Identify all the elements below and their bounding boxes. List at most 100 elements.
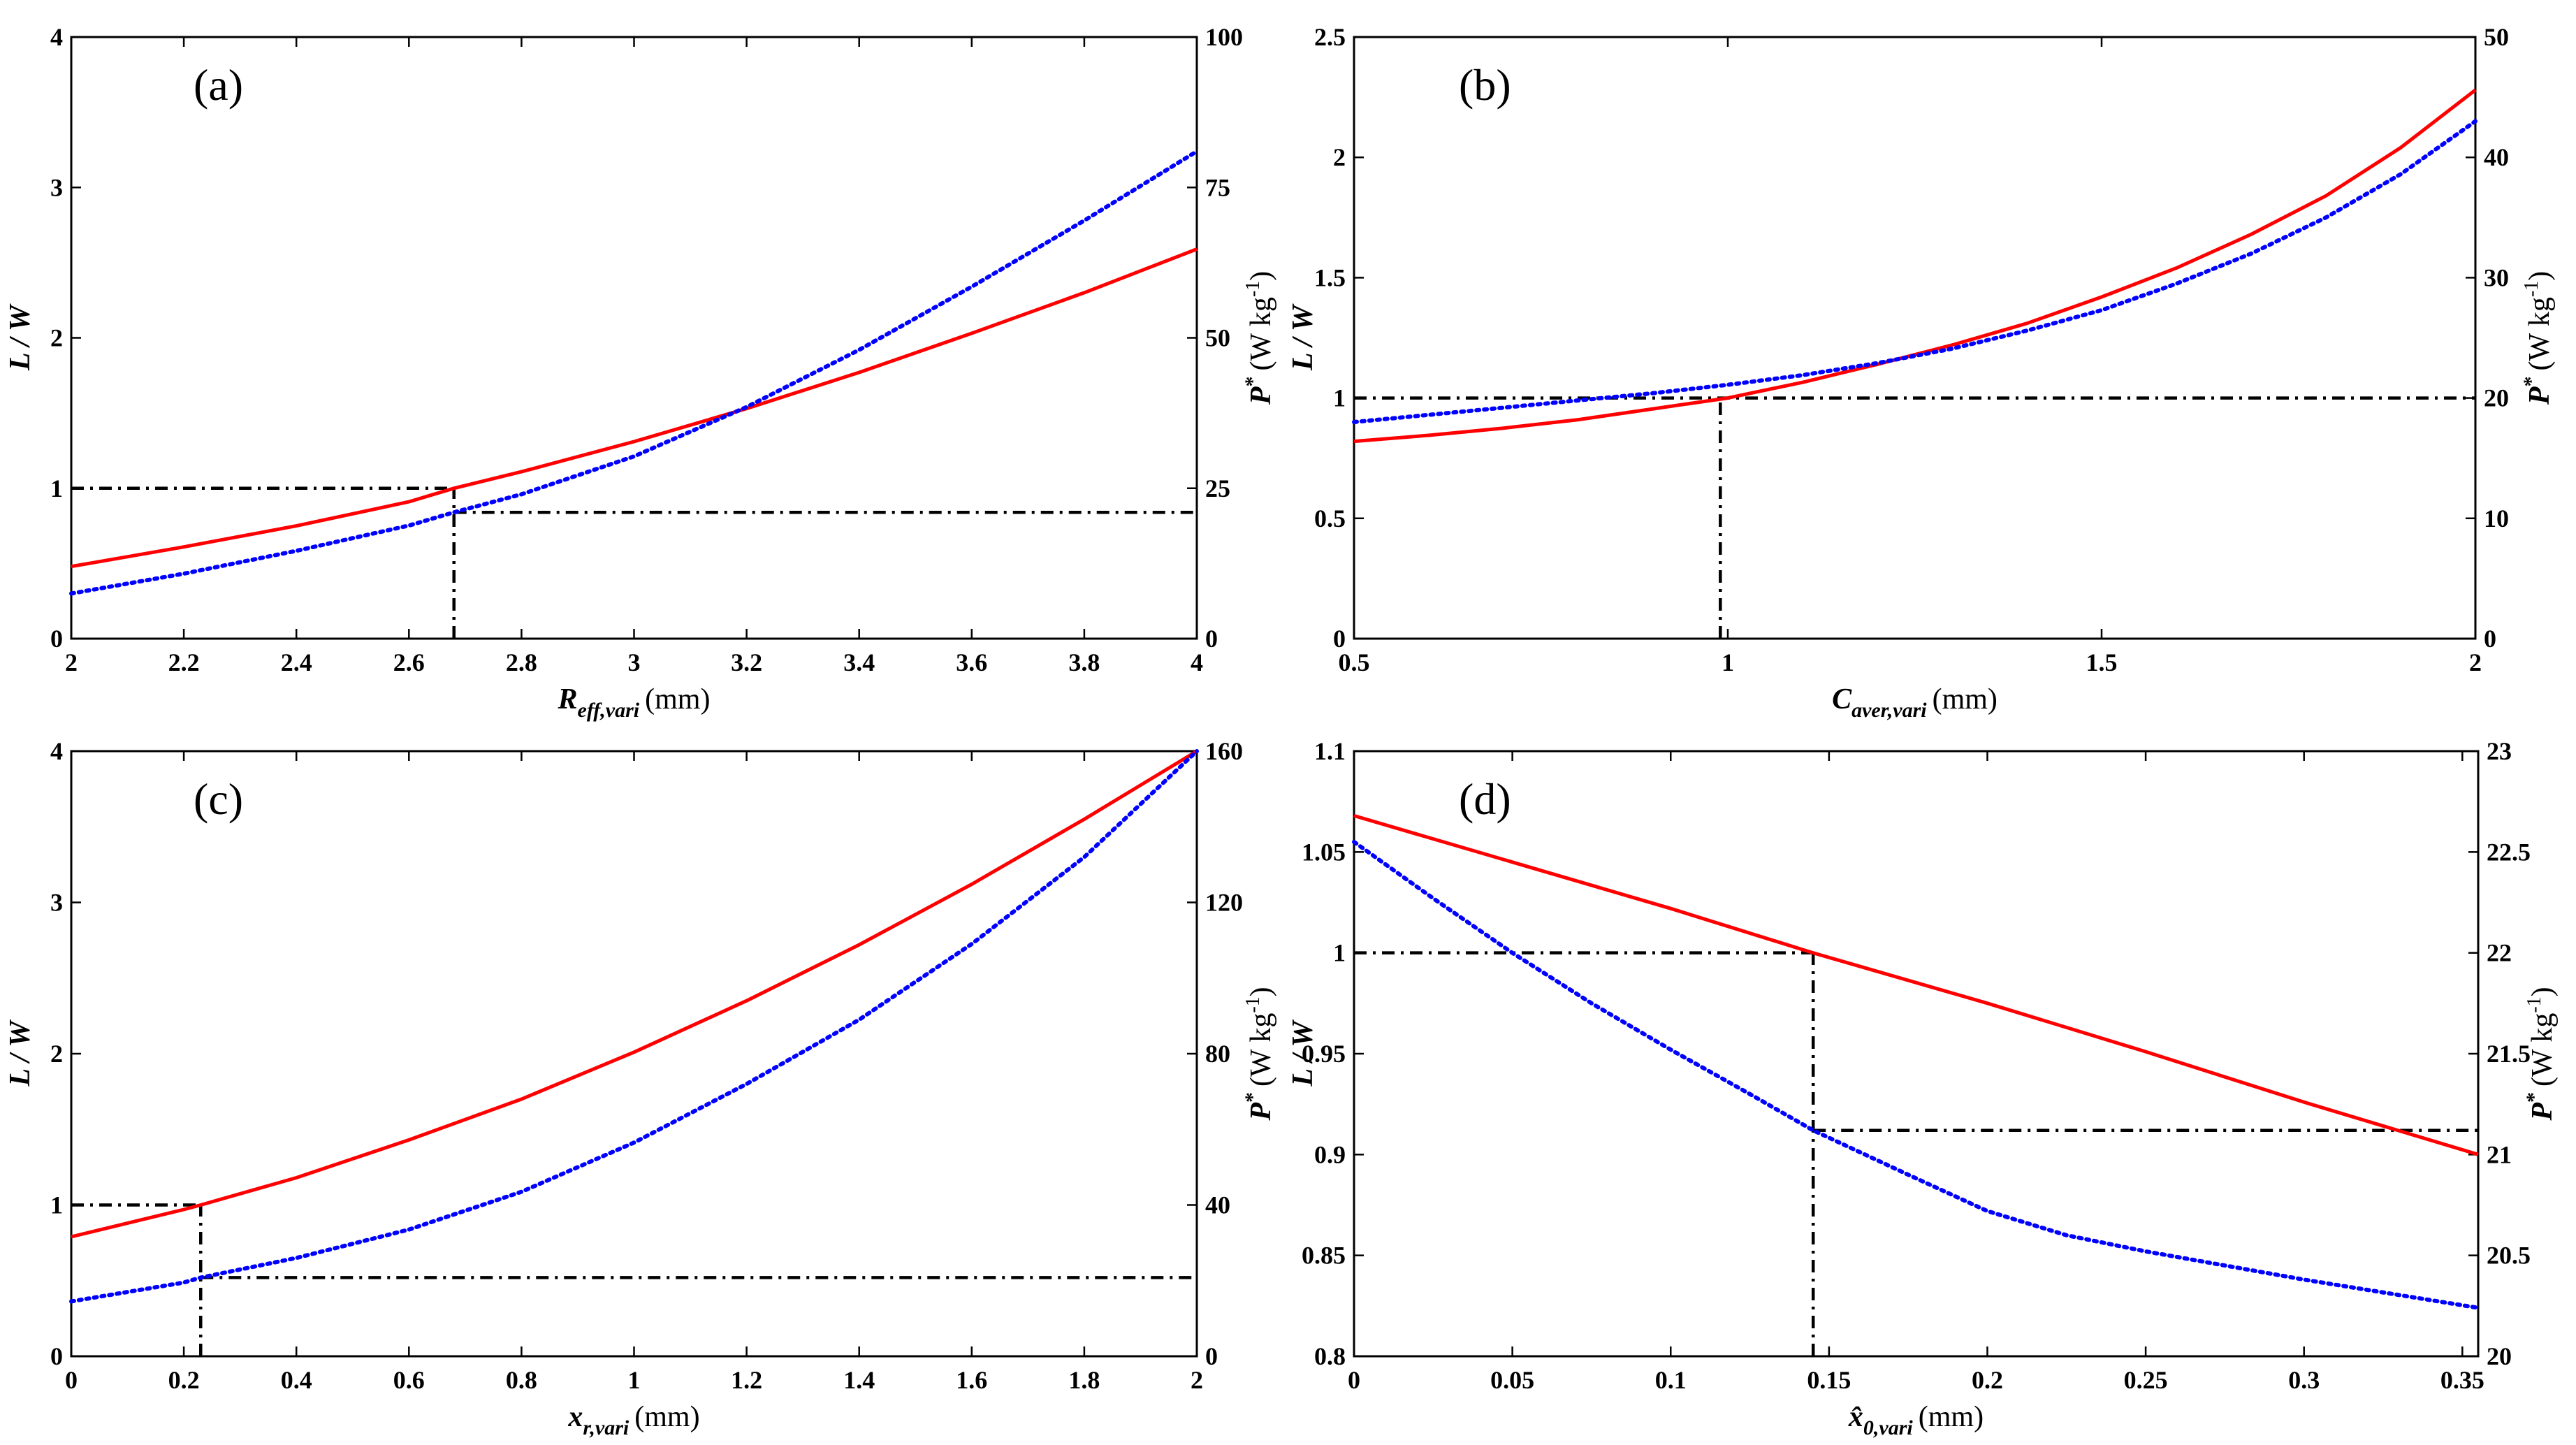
y-right-tick-label: 23: [2487, 737, 2512, 765]
x-tick-label: 0: [65, 1366, 78, 1394]
y-right-tick-label: 25: [1205, 474, 1230, 502]
y-right-tick-label: 75: [1205, 173, 1230, 201]
axes-frame: [70, 36, 1198, 640]
x-tick-label: 2.2: [168, 648, 200, 676]
y-left-tick-label: 2.5: [1314, 23, 1346, 51]
y-right-tick-label: 10: [2484, 504, 2509, 532]
y-axis-label-left: L / W: [1287, 303, 1319, 371]
y-left-tick-label: 3: [50, 173, 63, 201]
y-axis-label-right: P*(W kg-1): [2519, 271, 2556, 405]
y-right-tick-label: 80: [1205, 1040, 1230, 1068]
x-tick-label: 3: [628, 648, 641, 676]
y-right-tick-label: 0: [1205, 625, 1218, 653]
x-tick-label: 2: [2469, 648, 2482, 676]
series-line-pstar: [1352, 119, 2477, 424]
x-tick-label: 3.2: [731, 648, 762, 676]
series-line-pstar: [69, 749, 1199, 1304]
axes-frame: [1353, 36, 2477, 640]
y-left-tick-label: 0.95: [1302, 1040, 1346, 1068]
x-tick-label: 2.4: [281, 648, 312, 676]
y-left-tick-label: 2: [1333, 143, 1346, 171]
x-tick-label: 2: [65, 648, 78, 676]
y-right-tick-label: 40: [2484, 143, 2509, 171]
y-axis-label-left: L / W: [4, 303, 36, 371]
x-tick-label: 0.6: [393, 1366, 425, 1394]
x-tick-label: 3.8: [1068, 648, 1100, 676]
y-left-tick-label: 4: [50, 23, 63, 51]
x-tick-label: 0: [1348, 1366, 1360, 1394]
y-left-tick-label: 0.8: [1314, 1342, 1346, 1370]
x-axis-label: Reff,vari (mm): [558, 683, 711, 722]
y-right-tick-label: 0: [2484, 625, 2496, 653]
x-tick-label: 1.2: [731, 1366, 762, 1394]
y-right-tick-label: 30: [2484, 263, 2509, 291]
y-right-tick-label: 20: [2484, 384, 2509, 412]
x-tick-label: 2: [1191, 1366, 1203, 1394]
y-left-tick-label: 1: [50, 1191, 63, 1219]
series-line-pstar: [1352, 839, 2480, 1310]
y-axis-label-right: P*(W kg-1): [1241, 271, 1277, 405]
x-tick-label: 0.1: [1655, 1366, 1687, 1394]
panel-a: 2 2.2 2.4 2.6 2.8 3 3.2 3.4 3.6 3.8 40123402550751…: [4, 23, 1277, 722]
y-right-tick-label: 0: [1205, 1342, 1218, 1370]
x-tick-label: 1.5: [2086, 648, 2118, 676]
y-left-tick-label: 1: [1333, 939, 1346, 967]
y-right-tick-label: 20: [2487, 1342, 2512, 1370]
series-line-lw: [1353, 814, 2479, 1156]
x-axis-label: xr,vari (mm): [567, 1401, 699, 1439]
y-axis-label-left: L / W: [4, 1019, 36, 1087]
x-tick-label: 1.8: [1068, 1366, 1100, 1394]
y-left-tick-label: 2: [50, 1040, 63, 1068]
y-left-tick-label: 1.1: [1314, 737, 1346, 765]
x-tick-label: 0.15: [1807, 1366, 1851, 1394]
y-right-tick-label: 21.5: [2487, 1040, 2531, 1068]
y-left-tick-label: 0: [1333, 625, 1346, 653]
x-tick-label: 0.5: [1339, 648, 1370, 676]
x-tick-label: 0.8: [506, 1366, 537, 1394]
y-right-tick-label: 21: [2487, 1140, 2512, 1168]
series-line-pstar: [69, 149, 1199, 596]
x-tick-label: 3.6: [956, 648, 987, 676]
y-left-tick-label: 1.5: [1314, 263, 1346, 291]
x-tick-label: 1: [1722, 648, 1734, 676]
x-tick-label: 0.3: [2288, 1366, 2320, 1394]
panel-label: (b): [1459, 60, 1511, 110]
y-right-tick-label: 20.5: [2487, 1242, 2531, 1270]
x-axis-label: x̂0,vari (mm): [1848, 1401, 1984, 1439]
x-axis-label: Caver,vari (mm): [1832, 683, 1998, 722]
y-axis-label-right: P*(W kg-1): [1241, 987, 1277, 1121]
x-tick-label: 0.05: [1490, 1366, 1534, 1394]
series-line-lw: [71, 247, 1198, 569]
x-tick-label: 1: [628, 1366, 641, 1394]
y-right-tick-label: 50: [1205, 324, 1230, 352]
x-tick-label: 0.2: [168, 1366, 200, 1394]
panel-label: (d): [1459, 774, 1511, 824]
axes-frame: [1353, 750, 2480, 1358]
y-right-tick-label: 120: [1205, 889, 1243, 917]
x-tick-label: 4: [1191, 648, 1203, 676]
panel-label: (a): [194, 60, 243, 110]
panel-b: 0.5 1 1.5 200.511.522.501020304050(b)Caver,…: [1287, 23, 2556, 722]
y-left-tick-label: 0: [50, 1342, 63, 1370]
series-line-lw: [1353, 88, 2477, 444]
x-tick-label: 1.6: [956, 1366, 987, 1394]
y-left-tick-label: 2: [50, 324, 63, 352]
x-tick-label: 2.6: [393, 648, 425, 676]
series-line-lw: [71, 749, 1198, 1239]
x-tick-label: 3.4: [843, 648, 875, 676]
y-right-tick-label: 22.5: [2487, 838, 2531, 866]
x-tick-label: 0.2: [1972, 1366, 2003, 1394]
y-axis-label-right: P*(W kg-1): [2522, 987, 2559, 1121]
y-left-tick-label: 0.9: [1314, 1140, 1346, 1168]
y-axis-label-left: L / W: [1287, 1019, 1319, 1087]
y-left-tick-label: 4: [50, 737, 63, 765]
x-tick-label: 2.8: [506, 648, 537, 676]
y-left-tick-label: 1.05: [1302, 838, 1346, 866]
y-left-tick-label: 1: [50, 474, 63, 502]
y-left-tick-label: 1: [1333, 384, 1346, 412]
y-left-tick-label: 0: [50, 625, 63, 653]
y-right-tick-label: 100: [1205, 23, 1243, 51]
y-left-tick-label: 0.85: [1302, 1242, 1346, 1270]
panel-label: (c): [194, 774, 243, 824]
